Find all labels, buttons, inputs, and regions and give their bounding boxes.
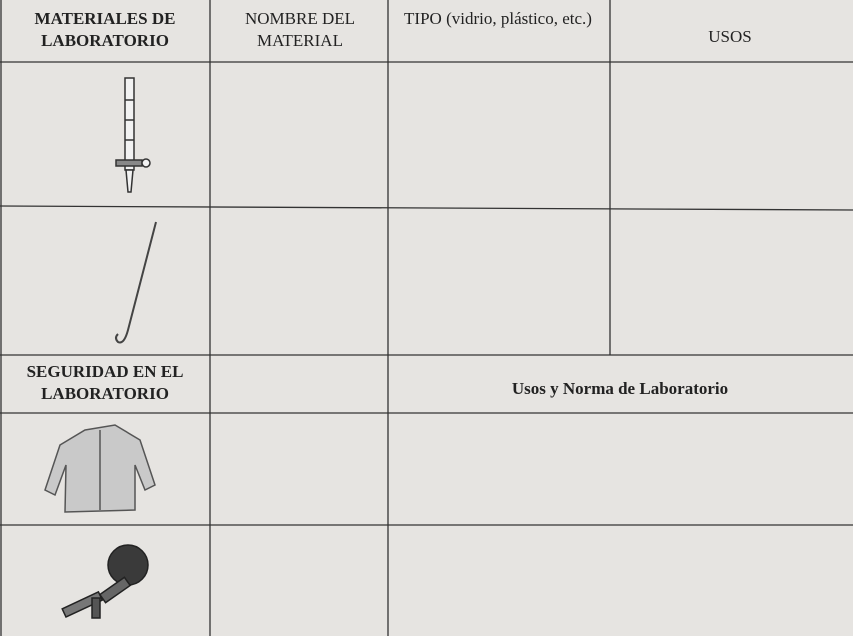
header-cell: MATERIALES DE LABORATORIO [34, 9, 176, 50]
section-cell: Usos y Norma de Laboratorio [511, 379, 729, 398]
header-cell: NOMBRE DEL MATERIAL [244, 9, 356, 50]
section-cell: SEGURIDAD EN EL LABORATORIO [26, 362, 184, 403]
header-cell: USOS [708, 27, 752, 46]
lab-coat-icon [44, 424, 156, 513]
burette-icon [115, 77, 151, 193]
header-cell: TIPO (vidrio, plástico, etc.) [404, 9, 592, 28]
stirring-rod-icon [115, 221, 157, 344]
grid-line [0, 205, 853, 211]
pipette-bulb-icon [61, 544, 149, 619]
